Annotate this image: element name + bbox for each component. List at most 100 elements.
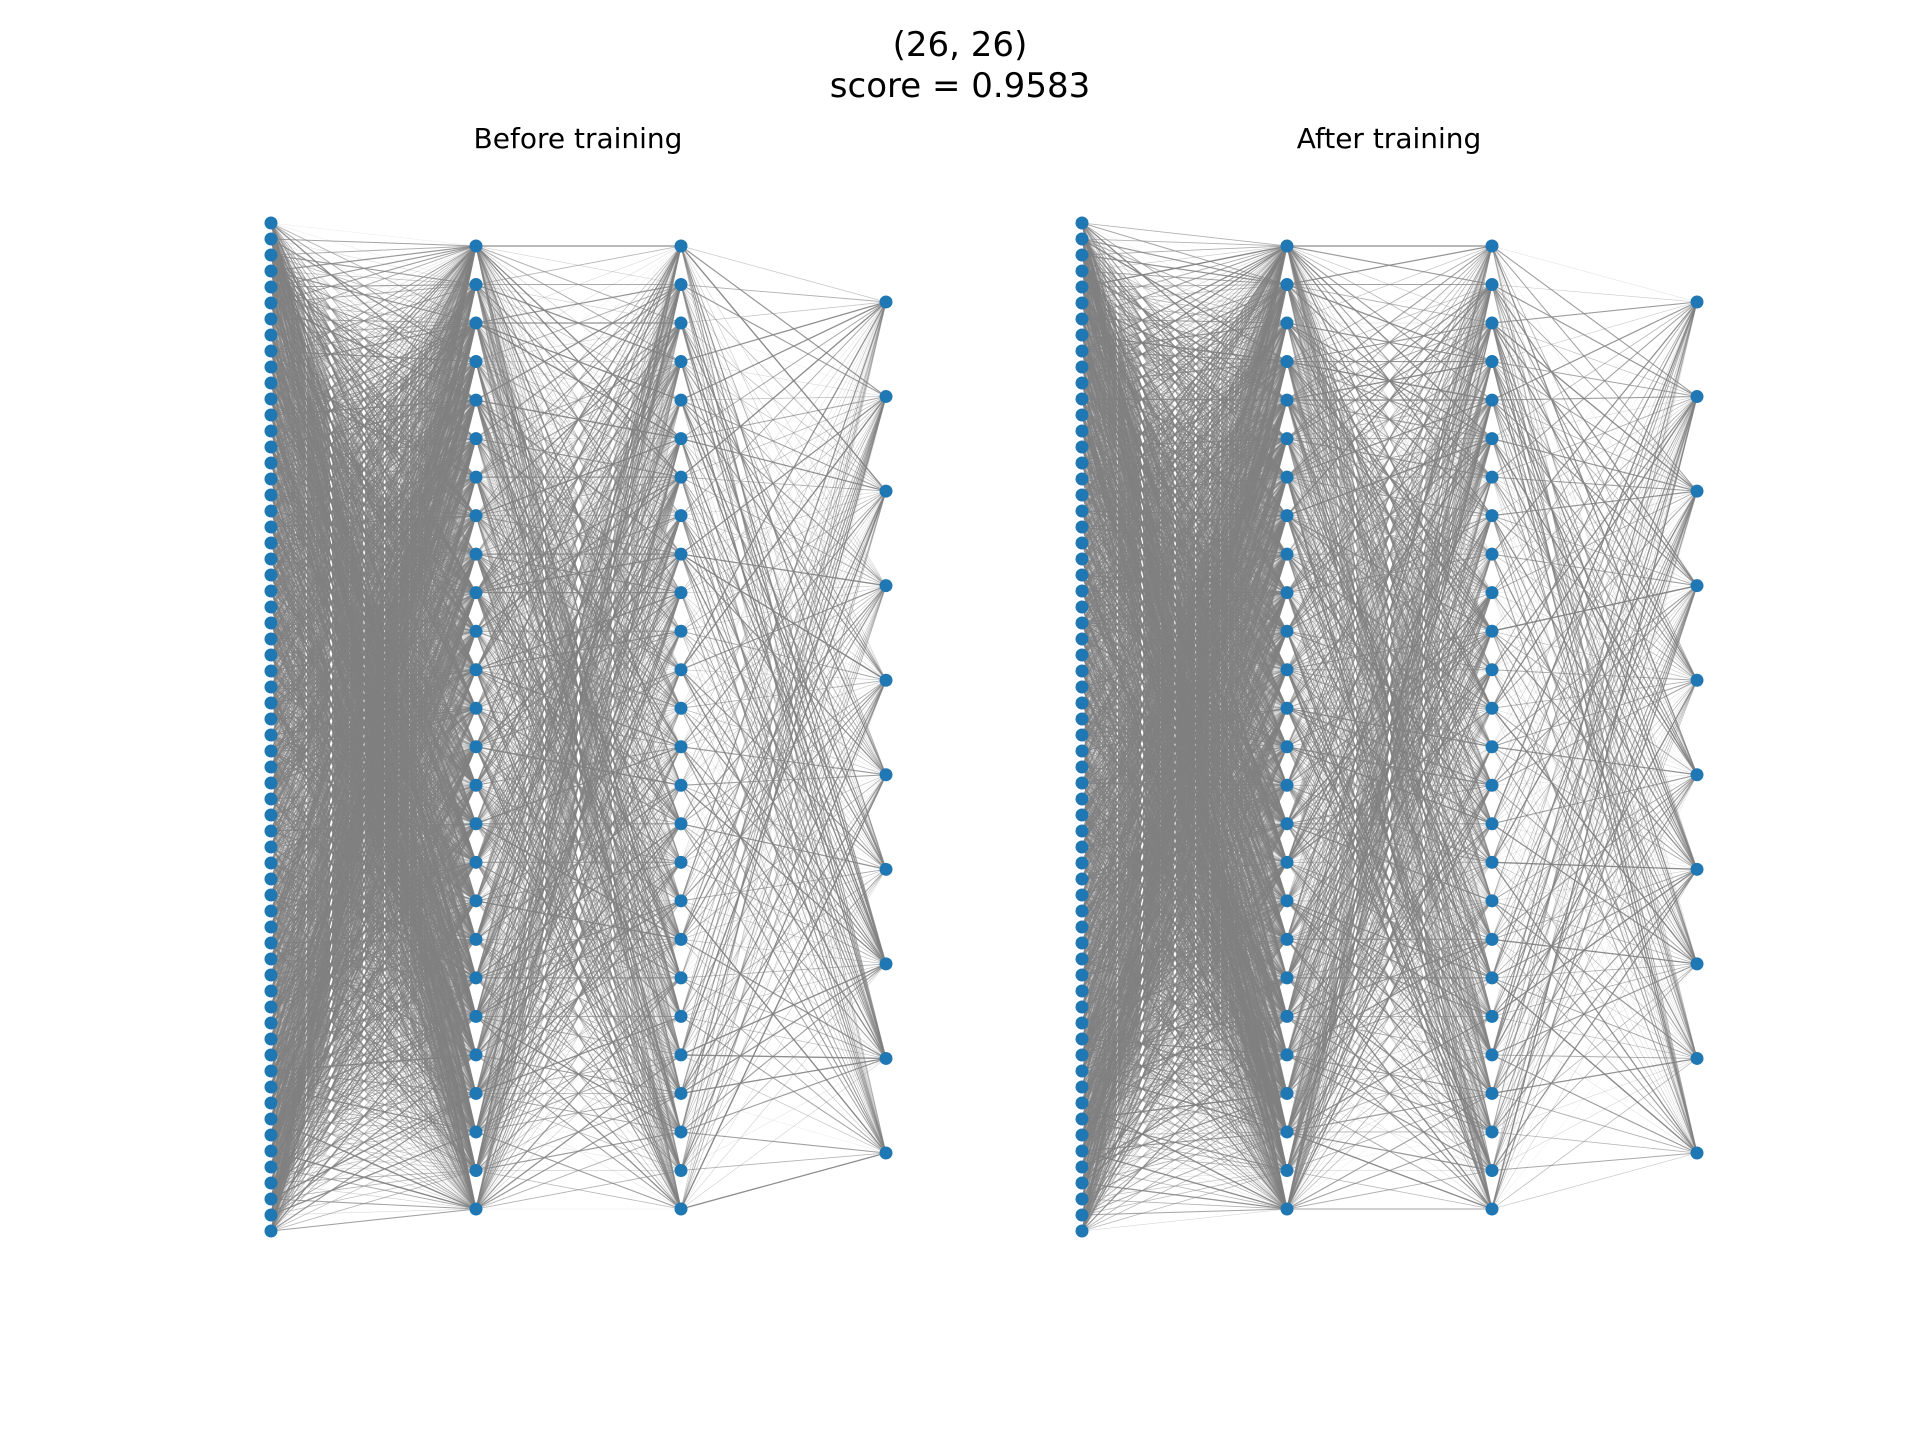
edge (680, 491, 887, 1210)
edge (680, 361, 887, 397)
node-layer-1-0 (469, 239, 483, 253)
node-layer-0-26 (264, 632, 278, 646)
edge (680, 396, 887, 1171)
edge (270, 1134, 477, 1210)
edge (1081, 245, 1288, 800)
edge (270, 245, 477, 768)
edge (475, 1054, 682, 1210)
node-layer-2-11 (674, 663, 688, 677)
edge (270, 284, 477, 352)
node-layer-0-62 (264, 1208, 278, 1222)
edge (680, 708, 887, 1059)
edge (475, 245, 682, 748)
edge (1081, 245, 1288, 304)
edge (270, 284, 477, 1136)
edge (680, 361, 887, 586)
edge (680, 396, 887, 1094)
edge (475, 322, 682, 1210)
node-layer-0-21 (264, 552, 278, 566)
edge (475, 438, 682, 1171)
edge (1081, 284, 1288, 464)
edge (680, 284, 887, 681)
edge (1081, 245, 1288, 896)
panel-title-after: After training (1297, 122, 1482, 155)
edge (270, 238, 477, 247)
node-layer-0-28 (264, 664, 278, 678)
node-layer-3-4 (879, 673, 893, 687)
edge (270, 361, 477, 1168)
edge (1081, 245, 1288, 736)
node-layer-0-50 (264, 1016, 278, 1030)
edge (270, 245, 477, 640)
edge (270, 245, 477, 736)
panel-before-training: Before training (264, 122, 893, 1238)
edge (270, 1016, 477, 1232)
edge (270, 361, 477, 800)
edge (680, 396, 887, 979)
node-layer-0-13 (264, 424, 278, 438)
node-layer-3-8 (879, 1051, 893, 1065)
edge (475, 245, 682, 594)
edge (680, 1058, 887, 1171)
edge (680, 396, 887, 1210)
edge (680, 301, 887, 902)
edge (1081, 284, 1288, 560)
node-layer-1-9 (469, 586, 483, 600)
node-layer-0-41 (264, 872, 278, 886)
edge (270, 1134, 477, 1171)
edge (270, 515, 477, 1232)
edge (680, 476, 887, 681)
edge (270, 245, 477, 816)
edge (475, 245, 682, 439)
edge (270, 438, 477, 1232)
edge (270, 245, 477, 848)
edge (270, 245, 477, 368)
edge (1081, 284, 1288, 512)
edge (270, 284, 477, 1152)
edge (1081, 785, 1288, 976)
edge (270, 245, 477, 576)
edge (270, 746, 477, 1232)
edge (680, 585, 887, 1133)
edge (680, 284, 887, 492)
edge (270, 245, 477, 784)
node-layer-3-5 (879, 768, 893, 782)
edge (680, 680, 887, 1210)
node-layer-0-58 (264, 1144, 278, 1158)
node-layer-2-12 (674, 701, 688, 715)
edge (680, 301, 887, 863)
node-layer-3-2 (879, 484, 893, 498)
node-layer-3-9 (879, 1146, 893, 1160)
node-layer-1-18 (469, 932, 483, 946)
edge (270, 1118, 477, 1210)
edge (680, 396, 887, 824)
edge (475, 245, 682, 1171)
edge (680, 1058, 887, 1210)
edge (475, 669, 682, 1171)
edge (1081, 284, 1288, 704)
node-layer-2-15 (674, 817, 688, 831)
panel-title-before: Before training (474, 122, 683, 155)
figure-title-line-1: (26, 26) (893, 25, 1028, 65)
edge (475, 245, 682, 863)
edge (680, 707, 887, 776)
edge (680, 322, 887, 397)
edge (475, 554, 682, 1210)
edge (1081, 245, 1288, 560)
edge (475, 245, 682, 824)
node-layer-0-3 (264, 264, 278, 278)
node-layer-0-59 (264, 1160, 278, 1174)
edge (270, 1102, 477, 1210)
edge (680, 301, 887, 440)
edge (475, 592, 682, 1171)
edge (680, 396, 887, 1133)
edge (680, 301, 887, 401)
edge (680, 396, 887, 786)
edge (1081, 222, 1288, 285)
edge (680, 490, 887, 748)
node-layer-3-6 (879, 862, 893, 876)
edge (680, 399, 887, 775)
edge (475, 245, 682, 978)
edge (270, 245, 477, 656)
edge (1081, 245, 1288, 416)
